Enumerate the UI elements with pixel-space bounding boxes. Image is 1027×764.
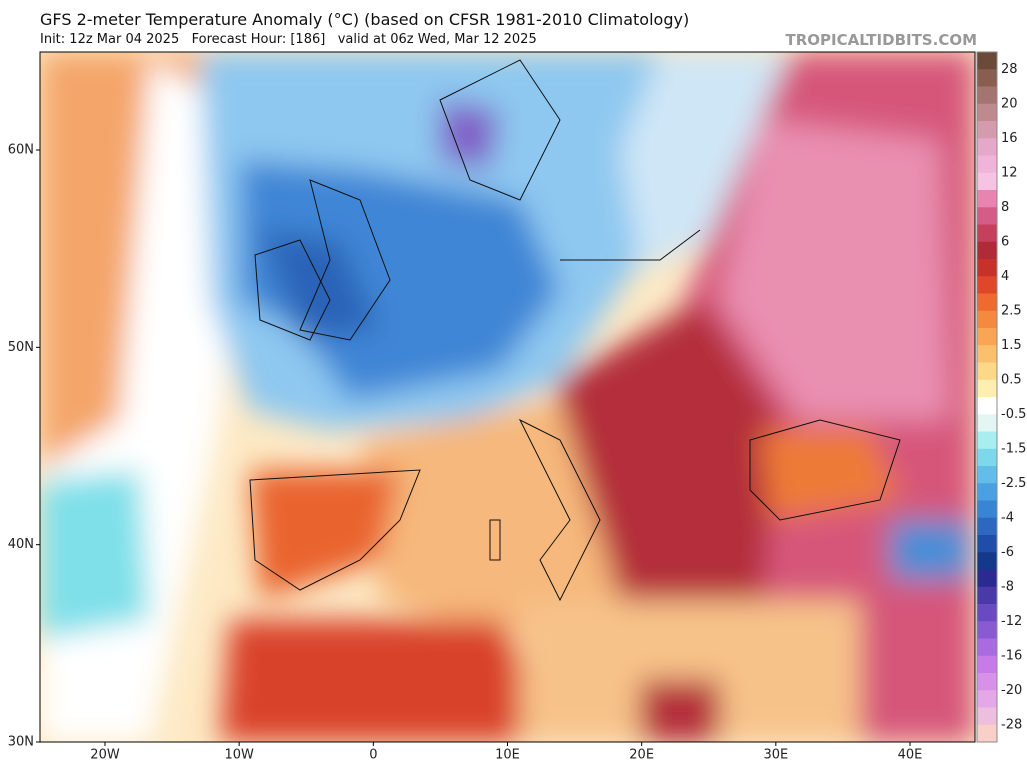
colorbar-cell bbox=[977, 259, 997, 277]
init: Init: 12z Mar 04 2025 bbox=[40, 32, 180, 47]
colorbar-cell bbox=[977, 517, 997, 536]
lon-label: 0 bbox=[369, 748, 377, 763]
colorbar-label: -2.5 bbox=[1001, 476, 1026, 491]
colorbar-cell bbox=[977, 310, 997, 329]
colorbar-cell bbox=[977, 500, 997, 519]
colorbar-cell bbox=[977, 52, 997, 70]
lat-label: 30N bbox=[8, 735, 34, 750]
forecast-hour: Forecast Hour: [186] bbox=[191, 32, 326, 47]
colorbar-cell bbox=[977, 448, 997, 467]
colorbar-cell bbox=[977, 586, 997, 605]
lat-label: 50N bbox=[8, 340, 34, 355]
colorbar-label: 12 bbox=[1001, 165, 1018, 180]
colorbar-cell bbox=[977, 552, 997, 570]
colorbar-cell bbox=[977, 673, 997, 691]
colorbar-cell bbox=[977, 535, 997, 553]
colorbar-label: 20 bbox=[1001, 96, 1018, 111]
colorbar-label: -28 bbox=[1001, 717, 1022, 732]
colorbar-label: -16 bbox=[1001, 648, 1022, 663]
colorbar-cell bbox=[977, 379, 997, 398]
colorbar-cell bbox=[977, 293, 997, 312]
colorbar-cell bbox=[977, 569, 997, 588]
colorbar-cell bbox=[977, 724, 997, 743]
lon-label: 20E bbox=[629, 748, 654, 763]
colorbar-cell bbox=[977, 121, 997, 139]
colorbar-cell bbox=[977, 621, 997, 639]
colorbar-cell bbox=[977, 207, 997, 225]
colorbar-cell bbox=[977, 604, 997, 622]
colorbar-cell bbox=[977, 155, 997, 174]
colorbar-label: -4 bbox=[1001, 510, 1014, 525]
lat-label: 40N bbox=[8, 537, 34, 552]
colorbar-cell bbox=[977, 414, 997, 432]
colorbar-cell bbox=[977, 345, 997, 363]
colorbar-cell bbox=[977, 241, 997, 260]
colorbar-cell bbox=[977, 483, 997, 501]
colorbar-label: -6 bbox=[1001, 545, 1014, 560]
colorbar-label: 16 bbox=[1001, 131, 1018, 146]
colorbar-cell bbox=[977, 138, 997, 156]
lat-label: 60N bbox=[8, 143, 34, 158]
coastlines bbox=[249, 59, 901, 602]
run-info: Init: 12z Mar 04 2025 Forecast Hour: [18… bbox=[40, 32, 537, 47]
lon-label: 10E bbox=[495, 748, 520, 763]
colorbar-label: 8 bbox=[1001, 200, 1009, 215]
colorbar-cell bbox=[977, 172, 997, 191]
colorbar-cell bbox=[977, 690, 997, 708]
colorbar-label: -20 bbox=[1001, 683, 1022, 698]
colorbar-label: 28 bbox=[1001, 62, 1018, 77]
colorbar-cell bbox=[977, 224, 997, 243]
anomaly-field bbox=[40, 52, 975, 742]
colorbar-cell bbox=[977, 638, 997, 657]
colorbar-cell bbox=[977, 655, 997, 674]
colorbar-cell bbox=[977, 707, 997, 726]
colorbar-cell bbox=[977, 362, 997, 381]
lon-label: 40E bbox=[898, 748, 923, 763]
colorbar-label: 6 bbox=[1001, 234, 1009, 249]
colorbar-label: -1.5 bbox=[1001, 441, 1026, 456]
colorbar-label: -8 bbox=[1001, 579, 1014, 594]
colorbar-cell bbox=[977, 276, 997, 294]
colorbar-cell bbox=[977, 86, 997, 105]
colorbar-cell bbox=[977, 103, 997, 122]
lon-label: 30E bbox=[763, 748, 788, 763]
colorbar-cell bbox=[977, 190, 997, 208]
colorbar-label: 4 bbox=[1001, 269, 1009, 284]
title: GFS 2-meter Temperature Anomaly (°C) (ba… bbox=[40, 10, 690, 29]
credit: TROPICALTIDBITS.COM bbox=[785, 31, 978, 49]
colorbar-cell bbox=[977, 431, 997, 450]
colorbar-frame bbox=[976, 51, 998, 743]
colorbar-cell bbox=[977, 466, 997, 484]
colorbar-label: -12 bbox=[1001, 614, 1022, 629]
lon-label: 10W bbox=[224, 748, 254, 763]
colorbar-label: 2.5 bbox=[1001, 303, 1022, 318]
colorbar-label: -0.5 bbox=[1001, 407, 1026, 422]
colorbar-label: 0.5 bbox=[1001, 372, 1022, 387]
colorbar-label: 1.5 bbox=[1001, 338, 1022, 353]
colorbar-cell bbox=[977, 397, 997, 415]
colorbar-cell bbox=[977, 328, 997, 346]
valid: valid at 06z Wed, Mar 12 2025 bbox=[337, 32, 537, 47]
colorbar-cell bbox=[977, 69, 997, 87]
lon-label: 20W bbox=[90, 748, 120, 763]
